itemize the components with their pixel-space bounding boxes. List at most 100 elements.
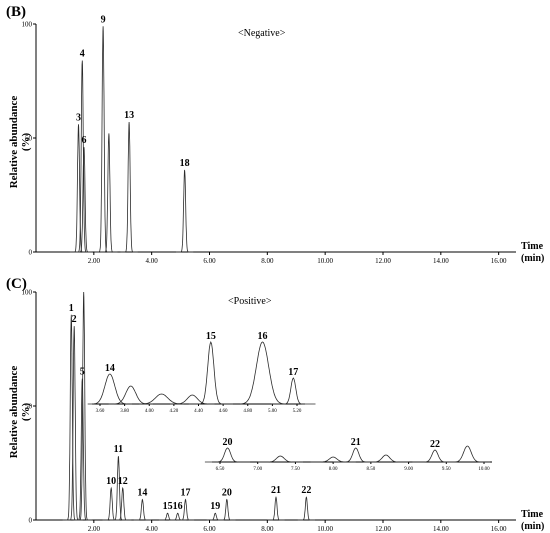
x-tick-label: 16.00	[491, 525, 507, 533]
peak-trace	[267, 496, 285, 521]
peak-label: 14	[137, 487, 147, 498]
panel-b-label: (B)	[6, 4, 26, 20]
panel-b-mode-label: <Negative>	[238, 28, 286, 39]
y-tick-label: 100	[22, 289, 33, 297]
x-tick-label: 6.00	[203, 257, 216, 265]
inset-tick-label: 4.00	[145, 409, 154, 414]
peak-trace	[176, 498, 195, 521]
panel-c-inset-1: 3.60 3.80 4.00 4.20 4.40 4.60 4.80 5.00 5.20 14 15…	[87, 331, 316, 414]
y-tick-label: 50	[25, 135, 33, 143]
inset-tick-label: 8.50	[366, 467, 375, 472]
panel-c-inset-2: 6.50 7.00 7.50 8.00 8.50 9.00 9.50 10.00 20 21 22	[204, 437, 492, 472]
x-tick-label: 12.00	[375, 525, 391, 533]
x-tick-label: 16.00	[491, 257, 507, 265]
panel-b-xlabel-unit: (min)	[521, 253, 544, 264]
x-tick-label: 12.00	[375, 257, 391, 265]
peak-trace	[109, 456, 128, 521]
peak-trace	[169, 512, 187, 521]
inset-peak-label: 14	[105, 363, 115, 374]
panel-c-ylabel-line2: (%)	[20, 403, 32, 422]
peak-label: 4	[80, 48, 85, 59]
inset-tick-label: 6.50	[216, 467, 225, 472]
peak-label: 16	[173, 501, 183, 512]
peak-label: 17	[180, 487, 190, 498]
peak-trace	[133, 498, 152, 521]
peak-trace	[69, 124, 88, 253]
panel-b-plot: 0 50 100 2.00 4.00 6.00 8.00 10.00 12.00 14.00 16.…	[22, 14, 516, 265]
peak-trace	[75, 147, 93, 253]
panel-c-mode-label: <Positive>	[228, 296, 272, 307]
inset-tick-label: 7.00	[253, 467, 262, 472]
inset-trace	[271, 377, 316, 405]
x-tick-label: 4.00	[146, 525, 159, 533]
peak-trace	[62, 314, 80, 521]
peak-trace	[297, 496, 315, 521]
peak-label: 18	[180, 158, 190, 169]
panel-c-label: (C)	[6, 276, 27, 292]
inset-peak-label: 16	[258, 331, 268, 342]
x-tick-label: 4.00	[146, 257, 159, 265]
inset-tick-label: 4.40	[194, 409, 203, 414]
peak-label: 21	[271, 485, 281, 496]
inset-tick-label: 4.20	[170, 409, 179, 414]
inset-trace	[363, 454, 409, 463]
peak-label: 11	[114, 444, 123, 455]
panel-c-ylabel-line1: Relative abundance	[8, 366, 20, 459]
peak-label: 6	[82, 135, 87, 146]
peak-label: 20	[222, 487, 232, 498]
y-tick-label: 50	[25, 403, 33, 411]
x-tick-label: 14.00	[433, 525, 449, 533]
peak-label: 2	[72, 314, 77, 325]
x-tick-label: 10.00	[317, 257, 333, 265]
peak-label: 13	[124, 110, 134, 121]
inset-trace	[240, 341, 285, 405]
peak-label: 22	[301, 485, 311, 496]
inset-peak-label: 22	[430, 439, 440, 450]
x-tick-label: 14.00	[433, 257, 449, 265]
peak-trace	[176, 169, 194, 253]
peak-trace	[206, 512, 224, 521]
inset-peak-label: 17	[288, 367, 298, 378]
inset-tick-label: 9.50	[442, 467, 451, 472]
panel-c-xlabel-time: Time	[521, 509, 544, 520]
inset-tick-label: 3.60	[96, 409, 105, 414]
inset-trace	[139, 393, 184, 405]
inset-tick-label: 7.50	[291, 467, 300, 472]
inset-trace	[170, 394, 215, 405]
inset-tick-label: 3.80	[120, 409, 129, 414]
inset-trace	[257, 455, 303, 463]
panel-b-ylabel-line1: Relative abundance	[8, 96, 20, 189]
x-tick-label: 8.00	[261, 525, 274, 533]
x-tick-label: 10.00	[317, 525, 333, 533]
inset-trace	[333, 447, 379, 463]
x-tick-label: 6.00	[203, 525, 216, 533]
inset-tick-label: 10.00	[478, 467, 490, 472]
inset-trace	[87, 373, 132, 405]
inset-trace	[188, 340, 233, 405]
y-tick-label: 0	[29, 249, 33, 257]
inset-peak-label: 15	[206, 331, 216, 342]
inset-trace	[310, 456, 356, 463]
panel-b-ylabel-line2: (%)	[20, 133, 32, 152]
inset-trace	[204, 447, 251, 463]
peak-trace	[158, 512, 177, 521]
peak-label: 3	[76, 112, 81, 123]
x-tick-label: 8.00	[261, 257, 274, 265]
peak-trace	[120, 121, 138, 253]
inset-peak-label: 20	[223, 437, 233, 448]
y-tick-label: 0	[29, 517, 33, 525]
inset-tick-label: 4.60	[219, 409, 228, 414]
peak-label: 12	[118, 476, 128, 487]
peak-label: 19	[210, 501, 220, 512]
peak-label: 10	[106, 476, 116, 487]
inset-trace	[444, 445, 490, 463]
inset-tick-label: 8.00	[329, 467, 338, 472]
inset-tick-label: 5.20	[293, 409, 302, 414]
peak-trace	[94, 26, 112, 253]
peak-label: 9	[101, 14, 106, 25]
inset-tick-label: 9.00	[404, 467, 413, 472]
peak-label: 5	[80, 367, 85, 378]
peak-trace	[218, 498, 236, 521]
